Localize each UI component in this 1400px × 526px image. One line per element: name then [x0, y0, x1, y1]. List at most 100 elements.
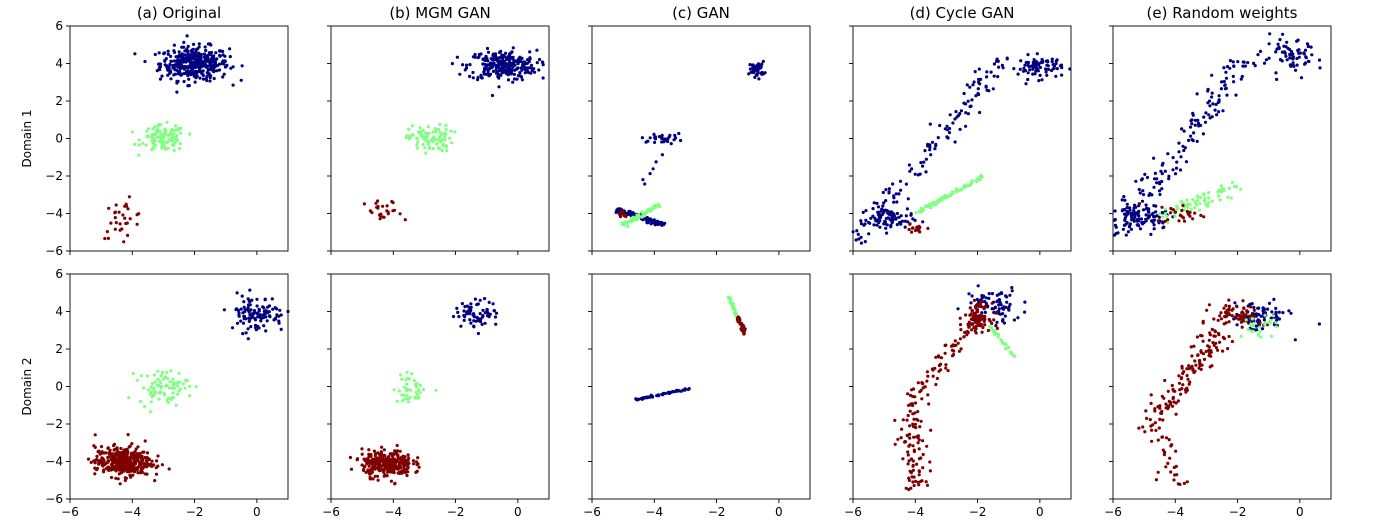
scatter-point	[1232, 64, 1236, 68]
scatter-point	[156, 377, 160, 381]
scatter-point	[185, 34, 189, 38]
scatter-point	[120, 459, 124, 463]
subplot-r1-c4: (d) Cycle GAN	[849, 4, 1072, 255]
scatter-point	[1162, 396, 1166, 400]
subplot-title: (c) GAN	[672, 4, 730, 22]
scatter-point	[980, 305, 984, 309]
scatter-point	[1157, 180, 1161, 184]
scatter-point	[994, 59, 999, 63]
scatter-point	[923, 149, 927, 153]
scatter-point	[1284, 54, 1288, 58]
scatter-point	[994, 324, 998, 328]
scatter-point	[209, 43, 213, 47]
scatter-point	[218, 49, 222, 53]
scatter-point	[137, 153, 141, 157]
scatter-point	[376, 199, 380, 203]
scatter-point	[1136, 223, 1140, 227]
scatter-point	[910, 167, 914, 171]
scatter-point	[116, 466, 120, 470]
scatter-point	[185, 71, 189, 75]
scatter-point	[1317, 322, 1321, 326]
scatter-point	[1051, 67, 1055, 71]
scatter-point	[999, 303, 1003, 307]
scatter-point	[1267, 56, 1271, 60]
scatter-point	[1160, 409, 1164, 413]
scatter-point	[1231, 60, 1235, 64]
scatter-point	[93, 472, 97, 476]
scatter-point	[156, 369, 160, 373]
scatter-point	[856, 232, 860, 236]
scatter-point	[1183, 146, 1187, 150]
scatter-point	[157, 397, 161, 401]
scatter-point	[152, 386, 156, 390]
scatter-point	[970, 98, 974, 102]
scatter-point	[1145, 206, 1149, 210]
scatter-point	[1274, 50, 1278, 54]
scatter-point	[1167, 438, 1171, 442]
subplot-r2-c5: −6 −4 −2 0	[1104, 273, 1332, 519]
scatter-point	[216, 63, 220, 68]
scatter-point	[198, 61, 202, 65]
scatter-point	[198, 76, 202, 80]
scatter-point	[1185, 198, 1189, 202]
scatter-point	[1178, 213, 1182, 217]
scatter-point	[732, 311, 737, 315]
scatter-point	[981, 325, 985, 330]
scatter-point	[106, 455, 110, 460]
scatter-point	[174, 381, 178, 385]
scatter-point	[1024, 60, 1028, 65]
scatter-point	[1221, 335, 1225, 339]
scatter-point	[515, 77, 519, 81]
scatter-point	[727, 296, 732, 300]
scatter-point	[980, 300, 985, 304]
scatter-point	[894, 192, 898, 196]
scatter-point	[874, 219, 878, 223]
scatter-point	[172, 59, 176, 63]
scatter-point	[656, 221, 660, 225]
scatter-point	[989, 70, 993, 74]
scatter-point	[145, 451, 150, 455]
scatter-point	[1125, 212, 1130, 216]
scatter-point	[1219, 87, 1223, 91]
scatter-point	[541, 60, 545, 65]
scatter-point	[729, 301, 733, 305]
scatter-point	[618, 215, 623, 219]
scatter-point	[951, 353, 956, 357]
scatter-point	[1250, 317, 1254, 321]
scatter-point	[261, 316, 266, 320]
scatter-point	[1303, 61, 1308, 65]
scatter-point	[912, 435, 916, 439]
scatter-point	[1146, 216, 1150, 220]
scatter-point	[181, 66, 185, 70]
scatter-point	[209, 58, 213, 62]
scatter-point	[653, 137, 658, 141]
scatter-point	[400, 377, 404, 381]
scatter-point	[1021, 69, 1026, 73]
scatter-point	[1137, 187, 1141, 192]
scatter-point	[1023, 310, 1027, 314]
scatter-point	[117, 472, 121, 476]
scatter-point	[1242, 60, 1246, 64]
scatter-point	[170, 386, 174, 390]
scatter-point	[957, 349, 962, 353]
scatter-point	[402, 467, 406, 471]
scatter-point	[137, 138, 141, 142]
scatter-point	[253, 318, 258, 322]
scatter-point	[212, 76, 216, 81]
scatter-point	[1135, 211, 1139, 215]
scatter-point	[905, 418, 909, 422]
scatter-point	[1195, 335, 1199, 339]
scatter-point	[925, 483, 930, 487]
scatter-point	[1163, 169, 1167, 173]
scatter-point	[163, 127, 167, 131]
scatter-point	[133, 453, 137, 457]
scatter-point	[907, 444, 911, 448]
scatter-point	[480, 322, 484, 326]
x-tick-label: −4	[384, 505, 402, 519]
scatter-point	[169, 397, 173, 402]
scatter-point	[444, 144, 448, 148]
scatter-point	[752, 70, 756, 74]
scatter-point	[892, 214, 897, 218]
scatter-point	[473, 52, 477, 57]
scatter-point	[1008, 302, 1012, 306]
